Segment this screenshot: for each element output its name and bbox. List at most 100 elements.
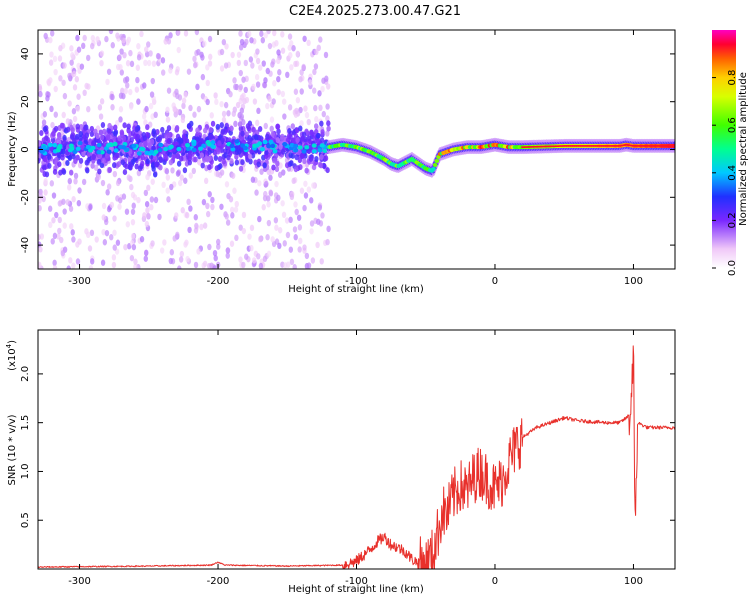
spectrogram-noise-cell xyxy=(314,116,319,123)
spectrogram-noise-cell xyxy=(299,120,304,127)
spectrogram-noise-cell xyxy=(304,252,310,260)
spectrogram-band-cell xyxy=(179,155,184,162)
x-tick-label: -200 xyxy=(207,276,230,287)
spectrogram-noise-cell xyxy=(136,98,141,105)
spectrogram-noise-cell xyxy=(209,112,214,119)
spectrogram-noise-cell xyxy=(118,106,124,113)
spectrogram-core-cell xyxy=(88,148,94,153)
spectrogram-noise-cell xyxy=(101,228,106,236)
spectrogram-noise-cell xyxy=(239,107,245,114)
spectrogram-noise-cell xyxy=(210,203,215,211)
spectrogram-band-cell xyxy=(182,167,188,174)
spectrogram-band-cell xyxy=(47,162,52,169)
spectrogram-noise-cell xyxy=(38,197,42,204)
spectrogram-noise-cell xyxy=(255,48,260,55)
spectrogram-band-cell xyxy=(209,133,214,140)
spectrogram-noise-cell xyxy=(302,35,307,42)
spectrogram-noise-cell xyxy=(272,80,277,87)
spectrogram-noise-cell xyxy=(259,30,264,37)
spectrogram-core-cell xyxy=(317,148,323,153)
snr-panel: -300 -200 -100 0 100 0.5 1.0 1.5 2.0 Height of … xyxy=(5,329,676,595)
spectrogram-noise-cell xyxy=(57,216,62,224)
colorbar-tick-label: 0.4 xyxy=(727,165,738,181)
y-tick-label: -40 xyxy=(20,237,31,253)
spectrogram-band-cell xyxy=(274,166,280,173)
spectrogram-noise-cell xyxy=(258,262,264,269)
spectrogram-core-cell xyxy=(266,143,272,149)
spectrogram-noise-cell xyxy=(256,107,261,115)
spectrogram-noise-cell xyxy=(216,243,221,250)
spectrogram-core-cell xyxy=(304,145,310,150)
spectrogram-noise-cell xyxy=(196,48,201,56)
spectrogram-noise-cell xyxy=(143,255,148,262)
spectrogram-core-cell xyxy=(158,142,164,148)
spectrogram-noise-cell xyxy=(75,105,81,112)
spectrogram-noise-cell xyxy=(277,171,283,178)
spectrogram-band-cell xyxy=(142,135,147,142)
spectrogram-noise-cell xyxy=(43,189,48,196)
spectrogram-band-cell xyxy=(70,134,75,141)
spectrogram-noise-cell xyxy=(274,40,279,47)
spectrogram-band-cell xyxy=(300,152,305,159)
spectrogram-noise-cell xyxy=(238,69,243,77)
spectrogram-band-cell xyxy=(89,131,95,138)
spectrogram-noise-cell xyxy=(299,187,305,194)
spectrogram-band-cell xyxy=(275,123,281,130)
spectrogram-noise-cell xyxy=(233,83,238,91)
spectrogram-noise-cell xyxy=(233,206,239,213)
spectrogram-noise-cell xyxy=(318,36,323,43)
spectrogram-noise-cell xyxy=(136,43,141,50)
spectrogram-band-cell xyxy=(304,167,309,174)
spectrogram-band-cell xyxy=(44,171,50,178)
spectrogram-band-cell xyxy=(218,163,223,170)
spectrogram-band-cell xyxy=(319,154,324,161)
spectrogram-band-cell xyxy=(95,133,100,140)
x-tick-label: 0 xyxy=(492,576,498,587)
spectrogram-noise-cell xyxy=(287,33,293,40)
spectrogram-noise-cell xyxy=(238,224,243,231)
spectrogram-band-cell xyxy=(104,152,110,159)
spectrogram-noise-cell xyxy=(145,212,151,220)
spectrogram-noise-cell xyxy=(111,261,117,269)
spectrogram-core-cell xyxy=(301,149,307,154)
spectrogram-noise-cell xyxy=(289,193,295,201)
spectrogram-noise-cell xyxy=(213,92,218,99)
spectrogram-noise-cell xyxy=(139,30,144,38)
spectrogram-noise-cell xyxy=(255,119,260,127)
spectrogram-noise-cell xyxy=(191,167,197,175)
spectrogram-noise-cell xyxy=(52,265,58,269)
spectrogram-noise-cell xyxy=(291,177,296,185)
spectrogram-noise-cell xyxy=(288,52,293,59)
spectrogram-noise-cell xyxy=(250,62,255,69)
spectrogram-noise-cell xyxy=(223,101,229,109)
spectrogram-band-cell xyxy=(39,130,44,137)
spectrogram-noise-cell xyxy=(139,236,145,243)
spectrogram-noise-cell xyxy=(104,229,110,237)
spectrogram-noise-cell xyxy=(273,217,279,224)
spectrogram-noise-cell xyxy=(249,37,254,44)
spectrogram-noise-cell xyxy=(201,198,207,206)
spectrogram-core-cell xyxy=(144,150,150,155)
spectrogram-noise-cell xyxy=(268,174,273,181)
spectrogram-band-cell xyxy=(166,125,172,132)
spectrogram-noise-cell xyxy=(309,220,315,227)
spectrogram-noise-cell xyxy=(58,45,63,52)
spectrogram-band-cell xyxy=(75,123,80,130)
spectrogram-noise-cell xyxy=(119,69,124,76)
spectrogram-noise-cell xyxy=(90,34,96,42)
spectrogram-noise-cell xyxy=(100,179,106,187)
spectrogram-noise-cell xyxy=(72,84,78,91)
spectrogram-band-cell xyxy=(59,122,65,129)
spectrogram-noise-cell xyxy=(57,227,62,235)
spectrogram-noise-cell xyxy=(95,36,100,43)
spectrogram-noise-cell xyxy=(108,30,114,35)
spectrogram-noise-cell xyxy=(99,59,104,67)
spectrogram-noise-cell xyxy=(219,48,225,56)
spectrogram-band-cell xyxy=(73,157,78,164)
spectrogram-band-cell xyxy=(203,127,208,134)
spectrogram-noise-cell xyxy=(299,69,304,76)
spectrogram-band-cell xyxy=(74,133,80,140)
spectrogram-noise-cell xyxy=(166,87,172,94)
spectrogram-core-cell xyxy=(191,141,197,147)
